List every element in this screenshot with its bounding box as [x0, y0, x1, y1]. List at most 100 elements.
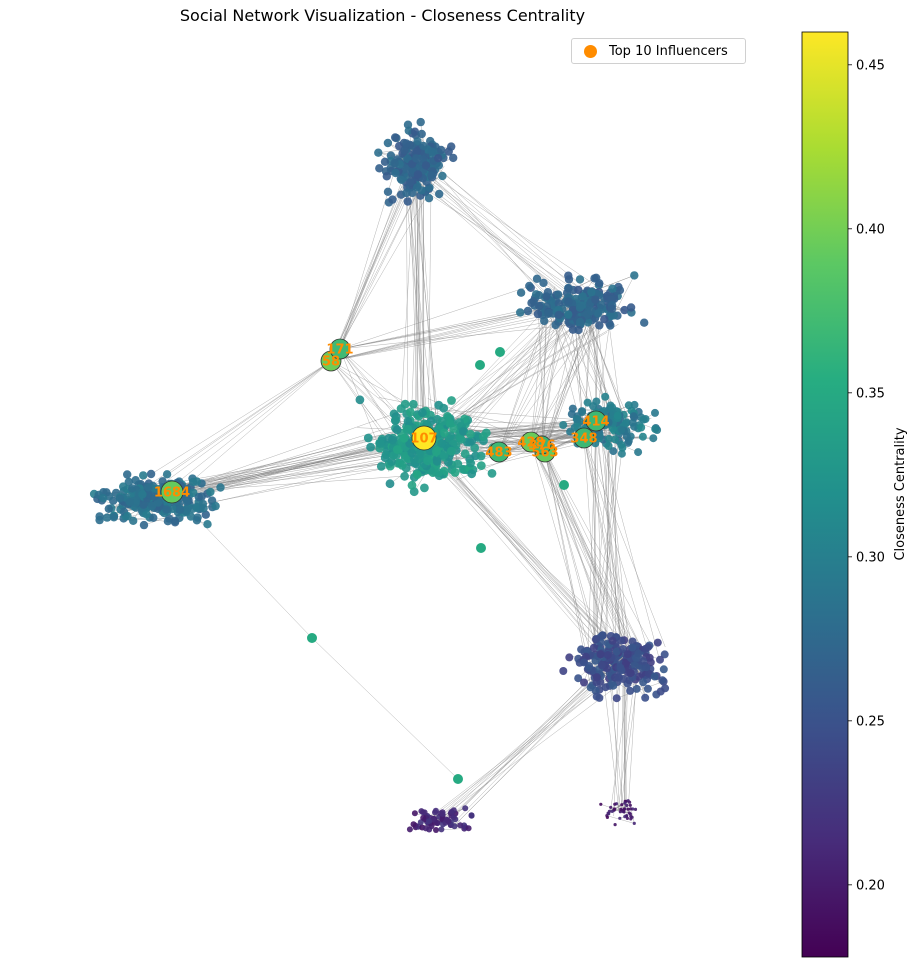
network-node — [434, 154, 443, 163]
network-node — [551, 320, 560, 330]
network-node — [607, 304, 617, 313]
edge — [541, 301, 548, 446]
network-node — [651, 425, 660, 433]
network-node — [192, 503, 202, 512]
network-node — [612, 647, 621, 656]
network-node — [574, 674, 583, 683]
edge — [595, 420, 624, 656]
network-node — [479, 432, 488, 441]
network-node — [458, 427, 468, 436]
edge — [311, 637, 459, 780]
network-node — [388, 195, 397, 204]
network-node — [609, 681, 618, 690]
network-node — [418, 408, 427, 418]
edge — [530, 314, 611, 443]
network-node — [649, 434, 658, 443]
network-node — [583, 398, 592, 407]
edge — [583, 312, 591, 439]
edge — [330, 192, 404, 362]
edge — [541, 444, 619, 669]
edge — [498, 317, 548, 453]
network-node — [400, 471, 409, 481]
network-node — [619, 645, 627, 653]
network-node — [388, 435, 397, 445]
network-node — [182, 497, 191, 506]
network-node — [355, 395, 365, 405]
network-node — [577, 645, 586, 654]
edge — [449, 669, 605, 827]
network-node — [411, 154, 421, 163]
network-node — [659, 665, 668, 674]
network-node — [534, 291, 544, 300]
edge — [544, 451, 591, 684]
network-node — [603, 651, 612, 659]
network-node — [138, 490, 147, 499]
network-node — [630, 271, 639, 280]
network-node — [554, 299, 563, 308]
edge — [498, 300, 611, 453]
edge — [415, 175, 570, 314]
network-node — [611, 435, 620, 444]
edge — [421, 184, 425, 439]
network-node — [400, 145, 409, 155]
network-node — [437, 439, 446, 448]
network-node — [436, 145, 446, 155]
network-node — [412, 147, 422, 156]
network-node — [574, 285, 583, 295]
network-node — [170, 516, 180, 526]
network-node — [580, 678, 588, 687]
network-node — [149, 492, 159, 501]
network-node — [617, 449, 626, 458]
network-node — [199, 504, 208, 513]
edge — [171, 464, 412, 493]
edge — [537, 304, 546, 453]
network-node — [376, 462, 386, 471]
network-node — [592, 635, 601, 643]
edge — [600, 425, 622, 661]
network-node — [438, 171, 447, 181]
network-node — [658, 676, 667, 685]
network-node — [406, 178, 415, 187]
network-node — [366, 442, 375, 452]
network-node — [412, 183, 422, 192]
network-node — [374, 148, 383, 157]
network-node — [402, 139, 411, 148]
edge — [530, 310, 554, 443]
network-node — [152, 484, 162, 494]
network-node — [634, 448, 643, 457]
network-node — [634, 649, 643, 658]
network-node — [403, 424, 413, 434]
edge — [339, 324, 569, 350]
edge — [583, 437, 629, 675]
network-node — [575, 317, 585, 327]
edge — [429, 295, 578, 437]
network-node — [95, 515, 104, 525]
network-node — [381, 450, 391, 459]
network-node — [629, 412, 638, 421]
network-node — [416, 117, 425, 127]
edge — [171, 458, 418, 493]
network-node — [419, 141, 428, 151]
edge — [603, 414, 627, 655]
colorbar-tick-label: 0.40 — [856, 222, 885, 237]
network-node — [539, 278, 548, 288]
network-node — [149, 513, 158, 522]
network-node — [383, 138, 393, 148]
edge — [541, 444, 629, 651]
network-node — [435, 189, 444, 199]
network-node — [409, 399, 418, 409]
network-node — [392, 445, 402, 454]
edge — [591, 413, 612, 665]
network-node — [608, 403, 617, 412]
network-node — [124, 477, 133, 487]
network-node — [449, 153, 458, 163]
edge — [541, 316, 560, 446]
network-node — [450, 468, 460, 477]
network-node — [206, 487, 215, 497]
network-node — [554, 310, 564, 320]
colorbar-tick-label: 0.20 — [856, 878, 885, 893]
edge — [339, 348, 387, 419]
network-node — [447, 446, 456, 456]
network-node — [403, 417, 413, 426]
network-node — [417, 129, 426, 139]
